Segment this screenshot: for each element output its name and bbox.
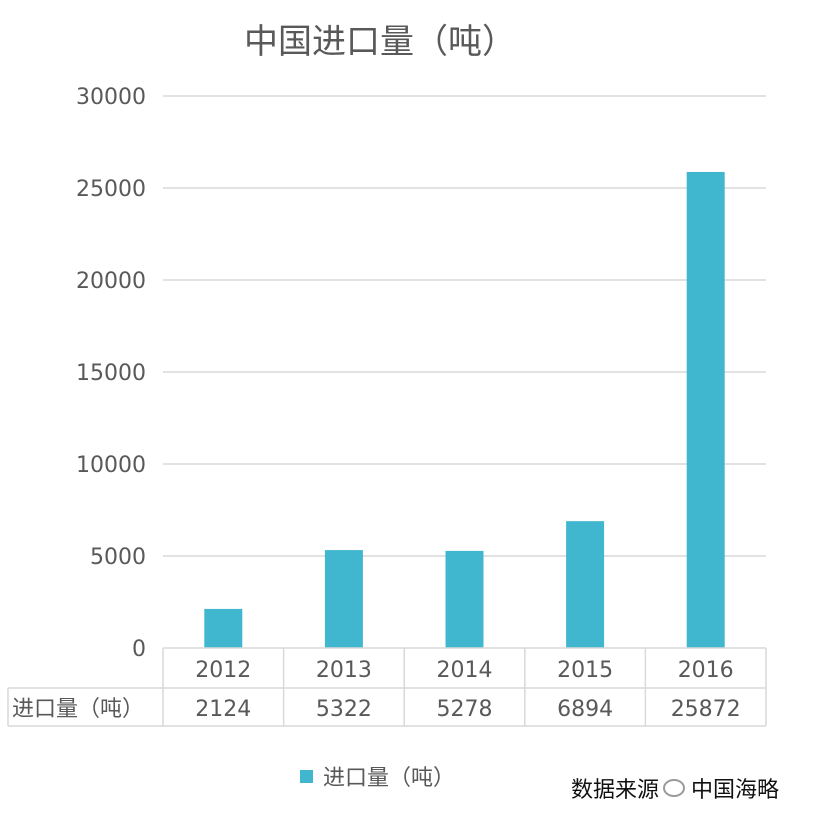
y-tick-label: 30000 — [76, 85, 146, 110]
data-table-series-label: 进口量（吨） — [12, 697, 144, 722]
chart-title: 中国进口量（吨） — [244, 22, 516, 62]
watermark: 数据来源 中国海略 — [571, 772, 779, 804]
data-table-value: 5278 — [437, 697, 493, 722]
data-table-value: 2124 — [195, 697, 251, 722]
y-tick-label: 25000 — [76, 177, 146, 202]
x-tick-label: 2015 — [557, 658, 613, 683]
legend-swatch — [300, 769, 313, 783]
bar — [686, 171, 725, 648]
x-tick-label: 2012 — [195, 658, 251, 683]
x-tick-label: 2014 — [437, 658, 493, 683]
y-tick-label: 20000 — [76, 269, 146, 294]
bar — [566, 521, 605, 648]
y-tick-label: 5000 — [90, 545, 146, 570]
y-tick-label: 15000 — [76, 361, 146, 386]
y-tick-label: 10000 — [76, 453, 146, 478]
chart-legend: 进口量（吨） — [300, 760, 455, 792]
bar — [204, 608, 243, 648]
data-table-value: 5322 — [316, 697, 372, 722]
data-table-value: 6894 — [557, 697, 613, 722]
bar — [445, 550, 484, 648]
data-table-value: 25872 — [671, 697, 741, 722]
wechat-icon — [663, 779, 686, 797]
y-tick-label: 0 — [132, 637, 146, 662]
watermark-source: 中国海略 — [691, 778, 780, 803]
bar — [324, 550, 363, 648]
legend-label: 进口量（吨） — [323, 766, 456, 791]
x-tick-label: 2016 — [678, 658, 734, 683]
watermark-text: 数据来源 — [571, 778, 660, 803]
x-tick-label: 2013 — [316, 658, 372, 683]
